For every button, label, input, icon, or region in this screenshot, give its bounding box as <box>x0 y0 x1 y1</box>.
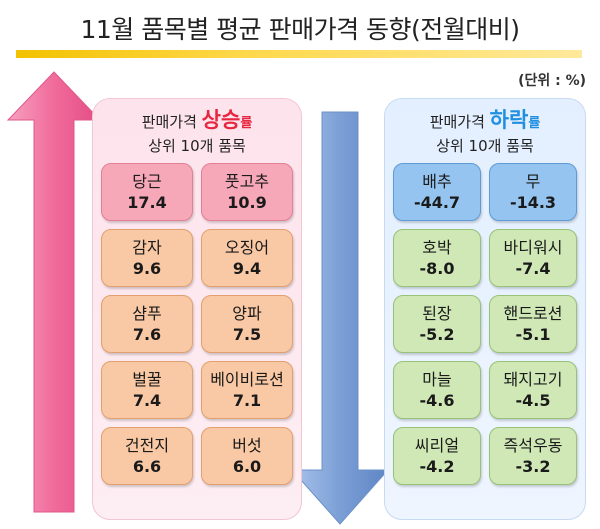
decrease-head-suffix: 률 <box>528 116 541 131</box>
increase-card: 샴푸 7.6 <box>101 295 193 353</box>
decrease-item-value: -8.0 <box>419 259 455 278</box>
decrease-card: 호박 -8.0 <box>393 229 481 287</box>
increase-head-line2: 상위 10개 품목 <box>148 137 246 155</box>
decrease-item-value: -4.6 <box>419 391 455 410</box>
increase-card: 버섯 6.0 <box>201 427 293 485</box>
decrease-item-value: -7.4 <box>515 259 551 278</box>
increase-card: 베이비로션 7.1 <box>201 361 293 419</box>
decrease-card: 마늘 -4.6 <box>393 361 481 419</box>
decrease-card: 무 -14.3 <box>489 163 577 221</box>
increase-item-value: 6.6 <box>132 457 162 476</box>
increase-card: 건전지 6.6 <box>101 427 193 485</box>
increase-card: 오징어 9.4 <box>201 229 293 287</box>
decrease-item-name: 씨리얼 <box>414 436 460 455</box>
decrease-head-rate: 하락 <box>489 108 529 132</box>
page-title: 11월 품목별 평균 판매가격 동향(전월대비) <box>80 15 520 44</box>
increase-panel: 판매가격 상승률 상위 10개 품목 당근 17.4 풋고추 10.9 감자 9.6 오징어… <box>92 98 302 520</box>
increase-head-rate: 상승 <box>201 108 241 132</box>
increase-item-name: 당근 <box>132 172 162 191</box>
increase-item-name: 양파 <box>232 304 262 323</box>
increase-item-name: 풋고추 <box>224 172 270 191</box>
decrease-head-line2: 상위 10개 품목 <box>436 137 534 155</box>
decrease-card: 즉석우동 -3.2 <box>489 427 577 485</box>
decrease-item-value: -3.2 <box>515 457 551 476</box>
decrease-card: 돼지고기 -4.5 <box>489 361 577 419</box>
increase-cards: 당근 17.4 풋고추 10.9 감자 9.6 오징어 9.4 샴푸 7.6 양파 7.5 벌꿀 7.4 베… <box>101 163 293 513</box>
decrease-card: 배추 -44.7 <box>393 163 481 221</box>
decrease-item-value: -5.1 <box>515 325 551 344</box>
increase-item-value: 9.6 <box>132 259 162 278</box>
title-underline <box>16 50 582 58</box>
increase-item-value: 6.0 <box>232 457 262 476</box>
decrease-panel-header: 판매가격 하락률 상위 10개 품목 <box>385 109 585 157</box>
increase-item-value: 7.1 <box>232 391 262 410</box>
down-arrow-icon <box>290 111 390 525</box>
decrease-cards: 배추 -44.7 무 -14.3 호박 -8.0 바디워시 -7.4 된장 -5.2 핸드로션 -5.… <box>393 163 577 513</box>
decrease-item-name: 호박 <box>422 238 452 257</box>
increase-item-name: 베이비로션 <box>210 370 284 389</box>
decrease-card: 바디워시 -7.4 <box>489 229 577 287</box>
decrease-item-name: 된장 <box>422 304 452 323</box>
unit-label: (단위 : %) <box>518 73 586 89</box>
increase-item-value: 17.4 <box>127 193 167 212</box>
decrease-item-name: 돼지고기 <box>503 370 563 389</box>
decrease-card: 핸드로션 -5.1 <box>489 295 577 353</box>
increase-card: 풋고추 10.9 <box>201 163 293 221</box>
increase-card: 당근 17.4 <box>101 163 193 221</box>
decrease-panel: 판매가격 하락률 상위 10개 품목 배추 -44.7 무 -14.3 호박 -8.0 바디… <box>384 98 586 520</box>
increase-card: 양파 7.5 <box>201 295 293 353</box>
decrease-item-name: 배추 <box>422 172 452 191</box>
decrease-item-name: 바디워시 <box>503 238 563 257</box>
up-arrow-icon <box>6 71 102 513</box>
decrease-card: 씨리얼 -4.2 <box>393 427 481 485</box>
increase-panel-header: 판매가격 상승률 상위 10개 품목 <box>93 109 301 157</box>
increase-item-value: 7.4 <box>132 391 162 410</box>
increase-card: 벌꿀 7.4 <box>101 361 193 419</box>
decrease-item-value: -5.2 <box>419 325 455 344</box>
increase-item-name: 건전지 <box>124 436 170 455</box>
increase-item-value: 7.5 <box>232 325 262 344</box>
decrease-item-name: 즉석우동 <box>503 436 563 455</box>
increase-item-value: 7.6 <box>132 325 162 344</box>
increase-card: 감자 9.6 <box>101 229 193 287</box>
decrease-head-prefix: 판매가격 <box>429 113 490 131</box>
decrease-item-name: 핸드로션 <box>503 304 563 323</box>
increase-item-value: 10.9 <box>227 193 267 212</box>
decrease-item-value: -4.5 <box>515 391 551 410</box>
increase-item-name: 샴푸 <box>132 304 162 323</box>
increase-item-name: 벌꿀 <box>132 370 162 389</box>
increase-head-prefix: 판매가격 <box>141 113 202 131</box>
increase-head-suffix: 률 <box>240 116 253 131</box>
increase-item-name: 오징어 <box>224 238 270 257</box>
decrease-card: 된장 -5.2 <box>393 295 481 353</box>
decrease-item-value: -44.7 <box>413 193 461 212</box>
decrease-item-value: -4.2 <box>419 457 455 476</box>
decrease-item-name: 무 <box>525 172 541 191</box>
decrease-item-name: 마늘 <box>422 370 452 389</box>
increase-item-value: 9.4 <box>232 259 262 278</box>
decrease-item-value: -14.3 <box>509 193 557 212</box>
increase-item-name: 버섯 <box>232 436 262 455</box>
increase-item-name: 감자 <box>132 238 162 257</box>
